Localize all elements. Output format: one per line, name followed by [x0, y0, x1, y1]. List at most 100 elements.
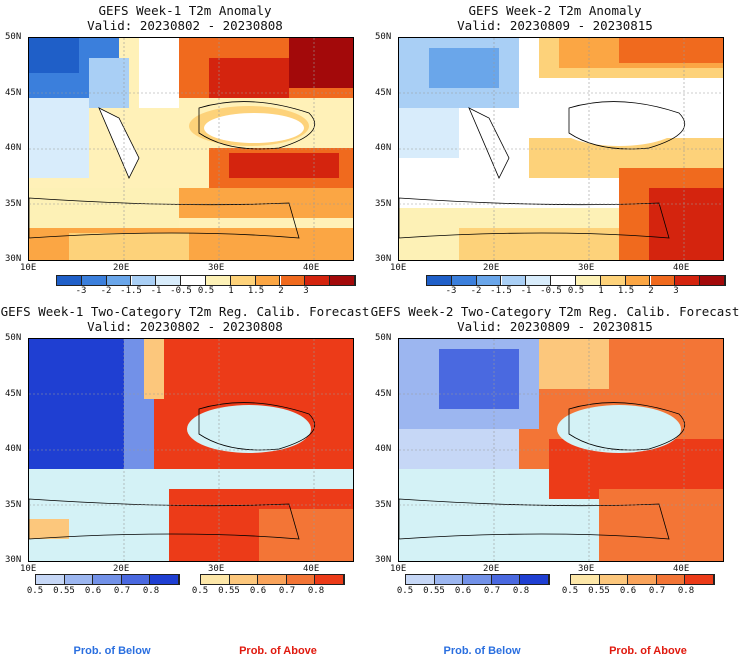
anomaly-colorbar	[426, 275, 726, 286]
above-swatch	[315, 575, 344, 584]
colorbar-label: -2	[470, 286, 482, 296]
colorbar-label: 0.8	[142, 586, 160, 596]
above-swatch	[685, 575, 714, 584]
above-swatch	[628, 575, 657, 584]
below-swatch	[491, 575, 521, 584]
anomaly-swatch	[427, 276, 452, 285]
lat-tick: 35N	[375, 199, 392, 209]
lon-tick: 10E	[390, 564, 407, 574]
anomaly-swatch	[255, 276, 281, 285]
colorbar-label: 0.5	[197, 286, 215, 296]
anomaly-swatch	[675, 276, 701, 285]
panel-valid-dates: Valid: 20230809 - 20230815	[457, 18, 653, 33]
lat-tick: 45N	[375, 389, 392, 399]
colorbar-label: 1.5	[247, 286, 265, 296]
panel-week2-probability: GEFS Week-2 Two-Category T2m Reg. Calib.…	[370, 300, 740, 662]
below-swatch	[36, 575, 65, 584]
lon-tick: 20E	[483, 564, 500, 574]
anomaly-swatch	[501, 276, 527, 285]
colorbar-label: 0.7	[113, 586, 131, 596]
panel-valid-dates: Valid: 20230802 - 20230808	[87, 319, 283, 334]
anomaly-swatch	[451, 276, 477, 285]
lat-tick: 40N	[375, 143, 392, 153]
colorbar-label: 0.5	[396, 586, 414, 596]
below-swatch	[150, 575, 179, 584]
lat-tick: 50N	[5, 333, 22, 343]
colorbar-label: -1.5	[120, 286, 142, 296]
lat-tick: 35N	[5, 500, 22, 510]
panel-title: GEFS Week-1 Two-Category T2m Reg. Calib.…	[0, 304, 370, 319]
above-colorbar-labels: 0.5 0.55 0.6 0.7 0.8	[192, 586, 345, 598]
lon-tick: 20E	[113, 564, 130, 574]
above-swatch	[201, 575, 230, 584]
colorbar-label: 0.5	[567, 286, 585, 296]
colorbar-label: -1.5	[490, 286, 512, 296]
colorbar-label: 0.55	[588, 586, 610, 596]
anomaly-swatch	[230, 276, 256, 285]
lat-tick: 45N	[375, 88, 392, 98]
colorbar-label: 0.8	[512, 586, 530, 596]
below-swatch	[93, 575, 122, 584]
colorbar-label: 0.55	[218, 586, 240, 596]
lat-tick: 40N	[375, 444, 392, 454]
anomaly-swatch	[600, 276, 626, 285]
anomaly-swatch	[305, 276, 331, 285]
lon-tick: 20E	[113, 263, 130, 273]
anomaly-swatch	[650, 276, 676, 285]
colorbar-label: 1	[598, 286, 604, 296]
lat-tick: 50N	[375, 32, 392, 42]
lon-tick: 40E	[303, 564, 320, 574]
lon-tick: 40E	[673, 564, 690, 574]
prob-below-label: Prob. of Below	[73, 645, 151, 657]
below-colorbar-labels: 0.5 0.55 0.6 0.7 0.8	[27, 586, 180, 598]
anomaly-swatch	[156, 276, 182, 285]
anomaly-swatch	[476, 276, 502, 285]
above-swatch	[656, 575, 686, 584]
panel-week1-anomaly: GEFS Week-1 T2m Anomaly Valid: 20230802 …	[0, 0, 370, 300]
anomaly-swatch	[576, 276, 601, 285]
below-swatch	[434, 575, 464, 584]
probability-map-week1	[28, 338, 354, 562]
anomaly-swatch	[131, 276, 157, 285]
colorbar-label: 0.6	[249, 586, 267, 596]
above-swatch	[258, 575, 287, 584]
lat-tick: 35N	[5, 199, 22, 209]
anomaly-map-week2	[398, 37, 724, 261]
above-swatch	[571, 575, 600, 584]
lat-tick: 30N	[375, 555, 392, 565]
lat-tick: 40N	[5, 143, 22, 153]
colorbar-label: 0.5	[191, 586, 209, 596]
lat-tick: 45N	[5, 88, 22, 98]
colorbar-label: 0.6	[84, 586, 102, 596]
colorbar-label: 0.55	[423, 586, 445, 596]
above-colorbar	[200, 574, 345, 585]
prob-above-label: Prob. of Above	[239, 645, 317, 657]
colorbar-label: 0.6	[619, 586, 637, 596]
lon-tick: 10E	[20, 564, 37, 574]
below-colorbar	[405, 574, 550, 585]
colorbar-label: 0.8	[677, 586, 695, 596]
below-swatch	[121, 575, 151, 584]
anomaly-map-week1	[28, 37, 354, 261]
colorbar-label: 0.7	[483, 586, 501, 596]
below-colorbar	[35, 574, 180, 585]
lon-tick: 30E	[578, 263, 595, 273]
anomaly-swatch	[57, 276, 82, 285]
panel-valid-dates: Valid: 20230802 - 20230808	[87, 18, 283, 33]
anomaly-swatch	[81, 276, 107, 285]
colorbar-label: 0.5	[26, 586, 44, 596]
below-swatch	[406, 575, 435, 584]
colorbar-label: 1.5	[617, 286, 635, 296]
colorbar-label: 0.6	[454, 586, 472, 596]
colorbar-label: 0.8	[307, 586, 325, 596]
lon-tick: 30E	[208, 564, 225, 574]
above-colorbar-labels: 0.5 0.55 0.6 0.7 0.8	[562, 586, 715, 598]
below-swatch	[64, 575, 94, 584]
anomaly-swatch	[106, 276, 132, 285]
anomaly-swatch	[625, 276, 651, 285]
panel-title: GEFS Week-1 T2m Anomaly	[98, 3, 272, 18]
lon-tick: 40E	[303, 263, 320, 273]
prob-below-label: Prob. of Below	[443, 645, 521, 657]
above-swatch	[286, 575, 316, 584]
lat-tick: 40N	[5, 444, 22, 454]
